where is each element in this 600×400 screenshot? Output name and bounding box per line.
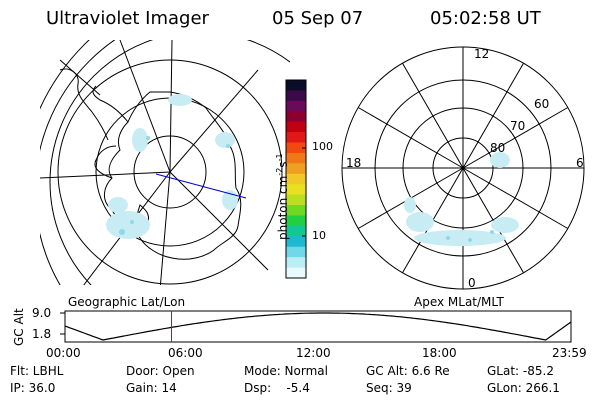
glon-info: GLon: 266.1 — [487, 381, 560, 395]
mode-info: Mode: Normal — [244, 364, 328, 378]
colorbar-segment — [286, 225, 306, 237]
lat-circle — [49, 40, 290, 285]
gain-info: Gain: 14 — [126, 381, 177, 395]
meridian — [119, 40, 171, 173]
colorbar-segment — [286, 100, 306, 112]
instrument-title: Ultraviolet Imager — [46, 8, 209, 29]
meridian — [169, 69, 259, 173]
ip-info: IP: 36.0 — [10, 381, 56, 395]
colorbar-segment — [286, 246, 306, 258]
unit-prefix: photon cm — [276, 175, 290, 240]
color-scale-frame — [285, 79, 307, 279]
colorbar-segment — [286, 163, 306, 175]
aurora-oval — [404, 152, 519, 246]
altitude-tick-9: 9.0 — [32, 306, 52, 320]
time-tick-0600: 06:00 — [168, 346, 203, 360]
colorbar-segment — [286, 267, 306, 279]
colorbar-segment — [286, 152, 306, 164]
date-label: 05 Sep 07 — [272, 8, 364, 29]
meridian — [169, 171, 269, 271]
altitude-axis-label: GC Alt — [12, 308, 26, 346]
dsp-info: Dsp: -5.4 — [244, 381, 310, 395]
unit-mid: s — [276, 161, 290, 168]
aurora-emission — [106, 94, 238, 239]
flt-info: Flt: LBHL — [10, 364, 64, 378]
colorbar-tick-10: 10 — [312, 229, 326, 242]
coastline — [92, 85, 129, 123]
colorbar-segment — [286, 184, 306, 196]
mlt-label-12: 12 — [474, 47, 490, 61]
time-label: 05:02:58 UT — [430, 8, 541, 29]
altitude-tick-1-8: 1.8 — [32, 327, 52, 341]
unit-exp1: -2 — [275, 167, 284, 176]
coastline — [59, 68, 109, 141]
lat-circle — [40, 40, 116, 285]
colorbar-segment — [286, 205, 306, 216]
time-tick-2359: 23:59 — [552, 346, 587, 360]
mlt-label-6: 6 — [576, 156, 584, 170]
colorbar-segment — [286, 215, 306, 227]
seq-info: Seq: 39 — [366, 381, 412, 395]
time-tick-1200: 12:00 — [296, 346, 331, 360]
colorbar-segment — [286, 236, 306, 248]
mlt-label-0: 0 — [468, 276, 476, 290]
time-tick-1800: 18:00 — [422, 346, 457, 360]
altitude-plot-frame — [64, 310, 572, 343]
door-info: Door: Open — [126, 364, 195, 378]
mlat-label-70: 70 — [510, 119, 526, 133]
colorbar-segment — [286, 121, 306, 133]
colorbar-segment — [286, 80, 306, 91]
colorbar-segment — [286, 111, 306, 123]
geographic-caption: Geographic Lat/Lon — [68, 295, 186, 309]
time-tick-0000: 00:00 — [46, 346, 81, 360]
meridian — [159, 171, 171, 285]
mlat-mlt-grid — [341, 46, 585, 290]
colorbar-segment — [286, 173, 306, 185]
unit-exp2: -1 — [275, 153, 284, 162]
color-scale-bar — [286, 80, 306, 279]
colorbar-segment — [286, 132, 306, 144]
colorbar-segment — [286, 142, 306, 154]
mlat-label-80: 80 — [490, 141, 506, 155]
mlat-label-60: 60 — [534, 97, 550, 111]
coastline — [94, 145, 117, 179]
satellite-track — [155, 173, 247, 199]
lat-circle — [57, 59, 283, 285]
mlt-label-18: 18 — [346, 156, 362, 170]
colorbar-tick-100: 100 — [312, 140, 333, 153]
colorbar-segment — [286, 90, 306, 102]
apex-caption: Apex MLat/MLT — [414, 295, 504, 309]
gc-alt-info: GC Alt: 6.6 Re — [366, 364, 450, 378]
colorbar-unit-label: photon cm-2s-1 — [275, 153, 290, 240]
meridian — [169, 40, 173, 173]
lat-circle — [133, 135, 207, 209]
colorbar-segment — [286, 194, 306, 206]
altitude-curve — [64, 312, 572, 341]
colorbar-segment — [286, 257, 306, 269]
glat-info: GLat: -85.2 — [487, 364, 554, 378]
